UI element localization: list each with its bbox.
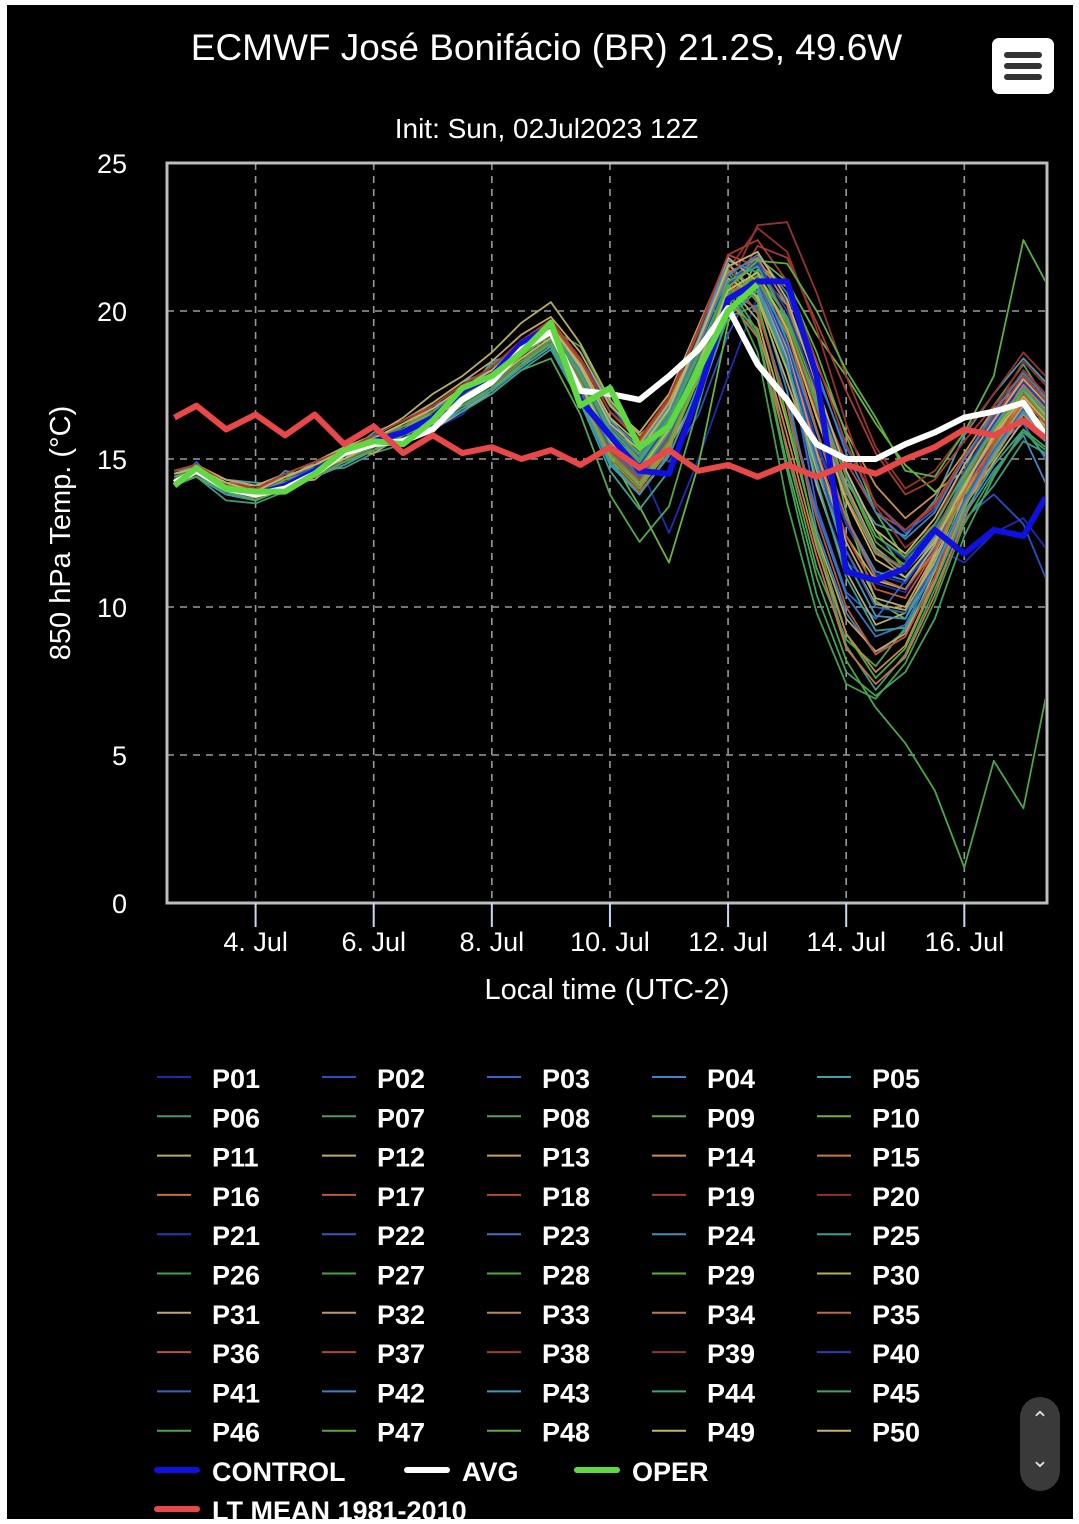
legend-item: P23: [542, 1221, 590, 1251]
hamburger-menu-icon[interactable]: [992, 38, 1054, 94]
series-line-control: [172, 278, 1045, 584]
legend-item: P39: [707, 1339, 755, 1369]
legend-item: CONTROL: [212, 1457, 345, 1487]
legend-item: P32: [377, 1300, 425, 1330]
legend-item: P36: [212, 1339, 260, 1369]
legend-item: P19: [707, 1182, 755, 1212]
series-line-p50: [174, 250, 1045, 555]
legend-item: P28: [542, 1261, 590, 1291]
legend-item: P38: [542, 1339, 590, 1369]
legend-item: OPER: [632, 1457, 709, 1487]
legend-item: P05: [872, 1064, 920, 1094]
legend-item: P43: [542, 1378, 590, 1408]
legend-item: P49: [707, 1418, 755, 1448]
legend-item: P21: [212, 1221, 260, 1251]
y-axis-title: 850 hPa Temp. (°C): [45, 406, 77, 660]
legend-item: P08: [542, 1103, 590, 1133]
chevron-down-icon[interactable]: ⌄: [1030, 1447, 1050, 1472]
legend-item: P20: [872, 1182, 920, 1212]
legend-item: P33: [542, 1300, 590, 1330]
series-line-p38: [174, 239, 1045, 531]
legend-item: P24: [707, 1221, 755, 1251]
legend-item: P09: [707, 1103, 755, 1133]
y-tick-label: 25: [97, 149, 127, 179]
chart-frame: ECMWF José Bonifácio (BR) 21.2S, 49.6W I…: [7, 5, 1073, 1519]
legend-item: P02: [377, 1064, 425, 1094]
legend-item: P31: [212, 1300, 260, 1330]
legend-item: P47: [377, 1418, 425, 1448]
legend-item: P03: [542, 1064, 590, 1094]
legend-item: P30: [872, 1261, 920, 1291]
legend-item: P27: [377, 1261, 425, 1291]
legend-item: P34: [707, 1300, 755, 1330]
legend-item: P06: [212, 1103, 260, 1133]
y-tick-label: 15: [97, 445, 127, 475]
x-axis-title: Local time (UTC-2): [485, 974, 730, 1006]
x-tick-label: 8. Jul: [460, 927, 525, 957]
legend-item: P11: [212, 1143, 259, 1173]
legend-item: P16: [212, 1182, 260, 1212]
legend-item: P07: [377, 1103, 425, 1133]
y-tick-label: 10: [97, 593, 127, 623]
legend-item: P04: [707, 1064, 755, 1094]
legend-item: P45: [872, 1378, 920, 1408]
chart-subtitle: Init: Sun, 02Jul2023 12Z: [394, 113, 699, 144]
series-line-lt-mean-1981-2010: [172, 402, 1045, 480]
x-tick-label: 16. Jul: [925, 927, 1005, 957]
legend-item: LT MEAN 1981-2010: [212, 1496, 467, 1519]
legend-item: P29: [707, 1261, 755, 1291]
legend-item: P13: [542, 1143, 590, 1173]
ensemble-chart: 0 5 10 15 20 25 4. Jul 6. Jul 8. Jul 10. Jul 12. J…: [45, 149, 1049, 1519]
legend-item: P26: [212, 1261, 260, 1291]
legend-item: P50: [872, 1418, 920, 1448]
legend-item: P41: [212, 1378, 260, 1408]
x-tick-label: 10. Jul: [570, 927, 650, 957]
plot-border: [165, 161, 1049, 905]
chevron-up-icon[interactable]: ⌃: [1030, 1407, 1050, 1432]
legend-item: P15: [872, 1143, 920, 1173]
y-tick-label: 0: [112, 889, 127, 919]
legend-item: P01: [212, 1064, 260, 1094]
scroll-control[interactable]: ⌃ ⌄: [1020, 1397, 1060, 1491]
legend-item: P17: [377, 1182, 425, 1212]
legend-item: P22: [377, 1221, 425, 1251]
legend-item: P18: [542, 1182, 590, 1212]
legend-item: P40: [872, 1339, 920, 1369]
series-line-oper: [172, 282, 760, 495]
legend-item: P37: [377, 1339, 425, 1369]
legend-item: P12: [377, 1143, 425, 1173]
x-tick-label: 12. Jul: [688, 927, 768, 957]
y-tick-label: 20: [97, 297, 127, 327]
legend-item: AVG: [462, 1457, 519, 1487]
legend-item: P42: [377, 1378, 425, 1408]
legend-item: P14: [707, 1143, 755, 1173]
legend-item: P44: [707, 1378, 755, 1408]
legend-item: P35: [872, 1300, 920, 1330]
chart-title: ECMWF José Bonifácio (BR) 21.2S, 49.6W: [190, 27, 903, 68]
legend-item: P25: [872, 1221, 920, 1251]
legend-item: P10: [872, 1103, 920, 1133]
x-tick-label: 6. Jul: [341, 927, 406, 957]
x-tick-label: 4. Jul: [223, 927, 288, 957]
legend-item: P46: [212, 1418, 260, 1448]
x-tick-label: 14. Jul: [806, 927, 886, 957]
y-tick-label: 5: [112, 741, 127, 771]
legend-item: P48: [542, 1418, 590, 1448]
